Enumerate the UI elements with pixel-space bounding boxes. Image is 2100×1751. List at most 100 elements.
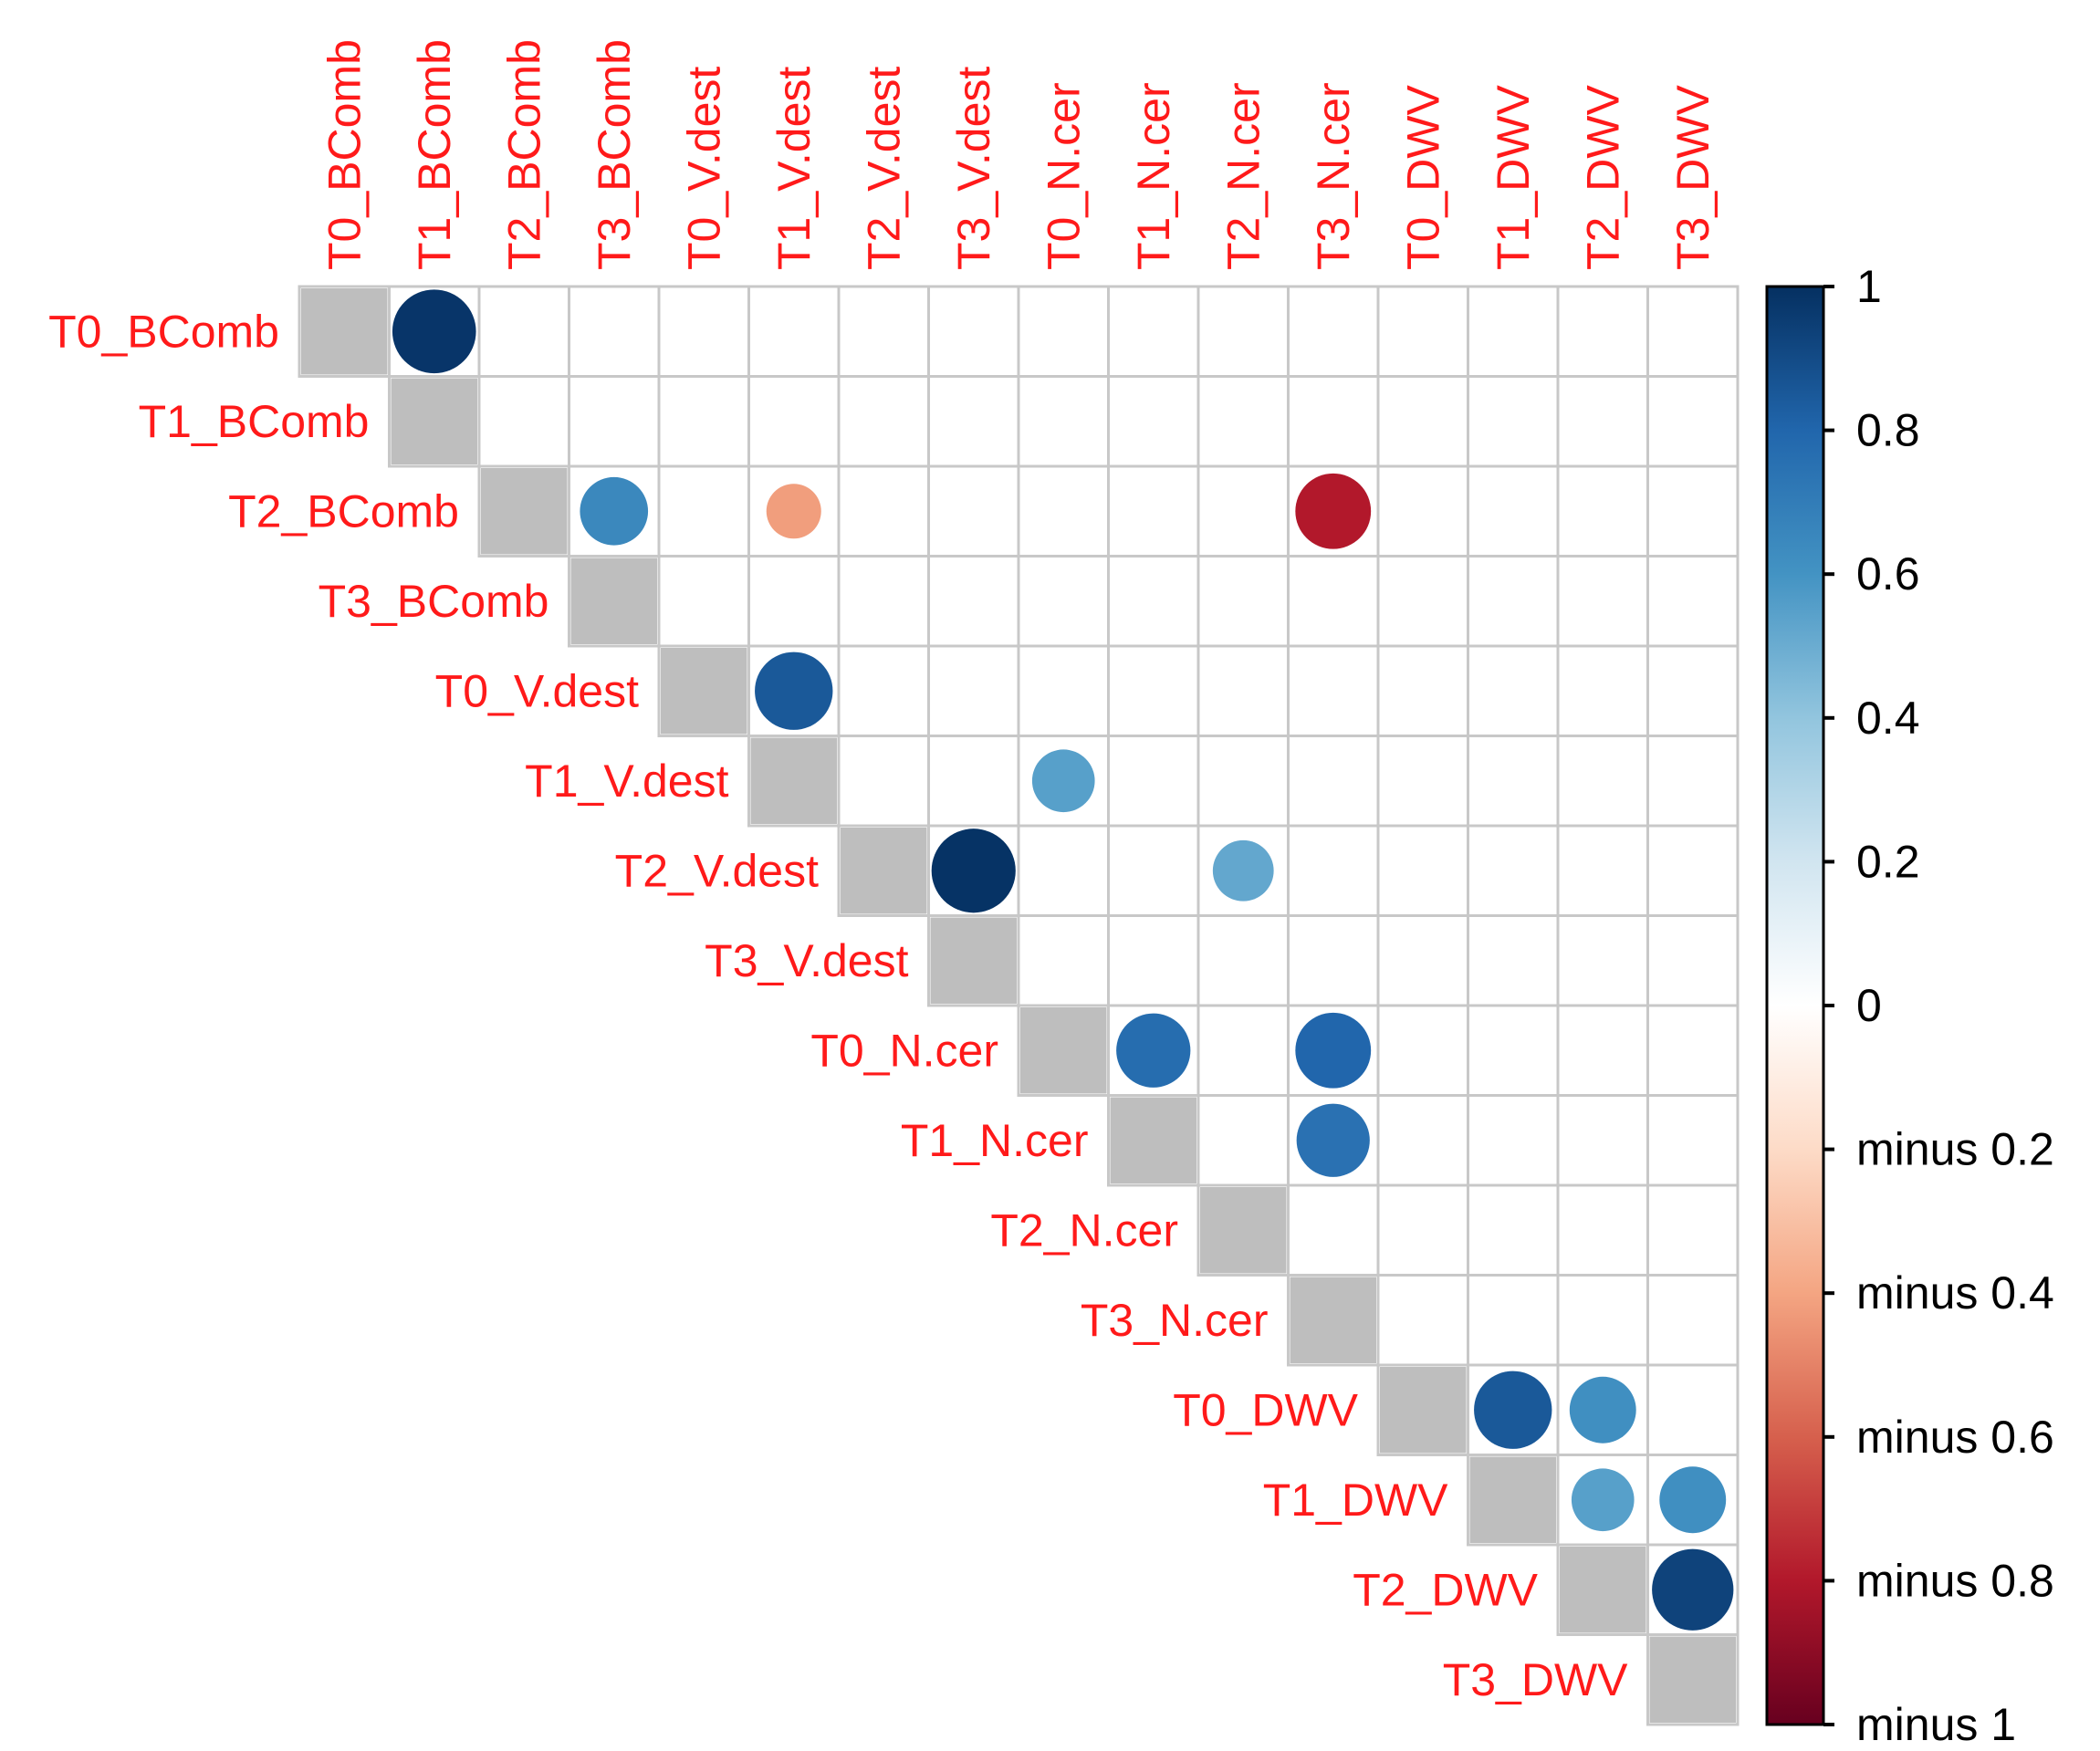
col-label-t1-n-cer: T1_N.cer bbox=[1128, 82, 1179, 270]
grid-cell bbox=[1196, 555, 1290, 648]
grid-cell bbox=[1287, 914, 1380, 1007]
grid-cell bbox=[1196, 644, 1290, 737]
grid-cell bbox=[1646, 464, 1740, 558]
grid-cell bbox=[1467, 555, 1560, 648]
corr-circle-t2-bcomb-t3-bcomb bbox=[580, 476, 649, 546]
grid-cell bbox=[1287, 644, 1380, 737]
grid-cell bbox=[1467, 375, 1560, 468]
colorbar-tick-label: minus 0.2 bbox=[1856, 1124, 2054, 1175]
grid-cell bbox=[1376, 914, 1469, 1007]
grid-cell bbox=[1556, 1094, 1649, 1187]
col-label-t0-n-cer: T0_N.cer bbox=[1038, 82, 1089, 270]
grid-cell bbox=[1196, 464, 1290, 558]
col-label-t2-v-dest: T2_V.dest bbox=[858, 67, 909, 270]
grid-cell bbox=[477, 285, 570, 378]
grid-cell bbox=[837, 555, 930, 648]
row-label-t0-bcomb: T0_BComb bbox=[48, 306, 279, 357]
grid-cell bbox=[1556, 824, 1649, 917]
grid-cell bbox=[1376, 824, 1469, 917]
grid-cell bbox=[1556, 285, 1649, 378]
grid-cell bbox=[1376, 1094, 1469, 1187]
grid-cell bbox=[1467, 1004, 1560, 1097]
row-label-t1-n-cer: T1_N.cer bbox=[901, 1115, 1089, 1166]
colorbar-tick-label: minus 0.8 bbox=[1856, 1555, 2054, 1606]
diagonal-cell bbox=[1560, 1547, 1646, 1633]
grid-cell bbox=[1107, 824, 1200, 917]
diagonal-cell bbox=[301, 288, 388, 375]
diagonal-cell bbox=[481, 468, 568, 555]
row-labels: T0_BComb T1_BComb T2_BComb T3_BComb T0_V.des… bbox=[48, 306, 1628, 1705]
col-label-t3-dwv: T3_DWV bbox=[1667, 85, 1719, 270]
grid-cell bbox=[1556, 375, 1649, 468]
grid-cell bbox=[1467, 285, 1560, 378]
grid-cell bbox=[1107, 914, 1200, 1007]
row-label-t3-n-cer: T3_N.cer bbox=[1081, 1295, 1269, 1346]
grid-cell bbox=[747, 555, 841, 648]
grid-cell bbox=[1467, 1183, 1560, 1277]
grid-cell bbox=[1107, 285, 1200, 378]
grid-cell bbox=[1646, 1183, 1740, 1277]
col-label-t3-v-dest: T3_V.dest bbox=[948, 67, 999, 270]
col-label-t1-bcomb: T1_BComb bbox=[409, 39, 460, 270]
col-label-t2-bcomb: T2_BComb bbox=[498, 39, 549, 270]
grid-cell bbox=[1107, 735, 1200, 828]
grid-cell bbox=[657, 555, 750, 648]
corr-circle-t0-dwv-t1-dwv bbox=[1474, 1371, 1552, 1449]
grid-cell bbox=[568, 285, 661, 378]
grid-cell bbox=[1467, 1094, 1560, 1187]
corr-circle-t1-dwv-t2-dwv bbox=[1571, 1468, 1635, 1532]
grid-cell bbox=[1287, 824, 1380, 917]
grid-cell bbox=[1017, 464, 1110, 558]
grid-cell bbox=[837, 285, 930, 378]
row-label-t3-v-dest: T3_V.dest bbox=[705, 935, 908, 986]
diagonal-cell bbox=[750, 737, 837, 824]
col-label-t2-dwv: T2_DWV bbox=[1577, 85, 1628, 270]
corr-circle-t2-bcomb-t3-n-cer bbox=[1295, 473, 1372, 549]
grid-cell bbox=[1646, 1363, 1740, 1456]
diagonal-cell bbox=[1649, 1636, 1736, 1723]
col-label-t2-n-cer: T2_N.cer bbox=[1217, 82, 1269, 270]
corr-circle-t2-v-dest-t2-n-cer bbox=[1212, 839, 1274, 902]
grid-cell bbox=[1467, 824, 1560, 917]
corr-circle-t1-n-cer-t3-n-cer bbox=[1296, 1103, 1370, 1177]
col-label-t1-v-dest: T1_V.dest bbox=[768, 67, 820, 270]
diagonal-cell bbox=[1290, 1277, 1376, 1363]
grid-cell bbox=[927, 555, 1020, 648]
grid-cell bbox=[1287, 735, 1380, 828]
grid-cell bbox=[1017, 824, 1110, 917]
corr-circle-t0-n-cer-t1-n-cer bbox=[1116, 1013, 1191, 1088]
corr-circle-t0-n-cer-t3-n-cer bbox=[1295, 1012, 1372, 1089]
grid-cell bbox=[1646, 375, 1740, 468]
col-label-t0-v-dest: T0_V.dest bbox=[678, 67, 729, 270]
corr-circle-t1-v-dest-t0-n-cer bbox=[1031, 749, 1095, 813]
grid-cell bbox=[1467, 735, 1560, 828]
grid-cell bbox=[1017, 914, 1110, 1007]
grid-cell bbox=[1376, 735, 1469, 828]
grid-cell bbox=[1556, 735, 1649, 828]
corr-circle-t2-dwv-t3-dwv bbox=[1652, 1548, 1734, 1631]
diagonal-cell bbox=[930, 917, 1017, 1004]
grid-cell bbox=[1017, 375, 1110, 468]
row-label-t2-dwv: T2_DWV bbox=[1353, 1564, 1538, 1615]
grid-cell bbox=[1376, 464, 1469, 558]
diagonal-cell bbox=[841, 828, 927, 914]
col-label-t0-bcomb: T0_BComb bbox=[319, 39, 370, 270]
row-label-t0-v-dest: T0_V.dest bbox=[435, 665, 639, 716]
diagonal-cell bbox=[391, 378, 477, 464]
grid-cell bbox=[1556, 464, 1649, 558]
row-label-t2-v-dest: T2_V.dest bbox=[615, 845, 819, 896]
corr-circle-t1-dwv-t3-dwv bbox=[1659, 1466, 1727, 1534]
diagonal-cells bbox=[301, 288, 1736, 1723]
grid-cell bbox=[1017, 644, 1110, 737]
grid-cell bbox=[1646, 914, 1740, 1007]
colorbar-tick-label: 0.8 bbox=[1856, 405, 1920, 456]
colorbar-tick-label: 0.4 bbox=[1856, 693, 1920, 744]
grid-cell bbox=[1017, 285, 1110, 378]
row-label-t2-bcomb: T2_BComb bbox=[228, 485, 459, 537]
colorbar-tick-label: 0 bbox=[1856, 980, 1882, 1031]
corr-circle-t2-v-dest-t3-v-dest bbox=[931, 829, 1016, 913]
grid-cell bbox=[477, 375, 570, 468]
col-label-t3-bcomb: T3_BComb bbox=[589, 39, 640, 270]
